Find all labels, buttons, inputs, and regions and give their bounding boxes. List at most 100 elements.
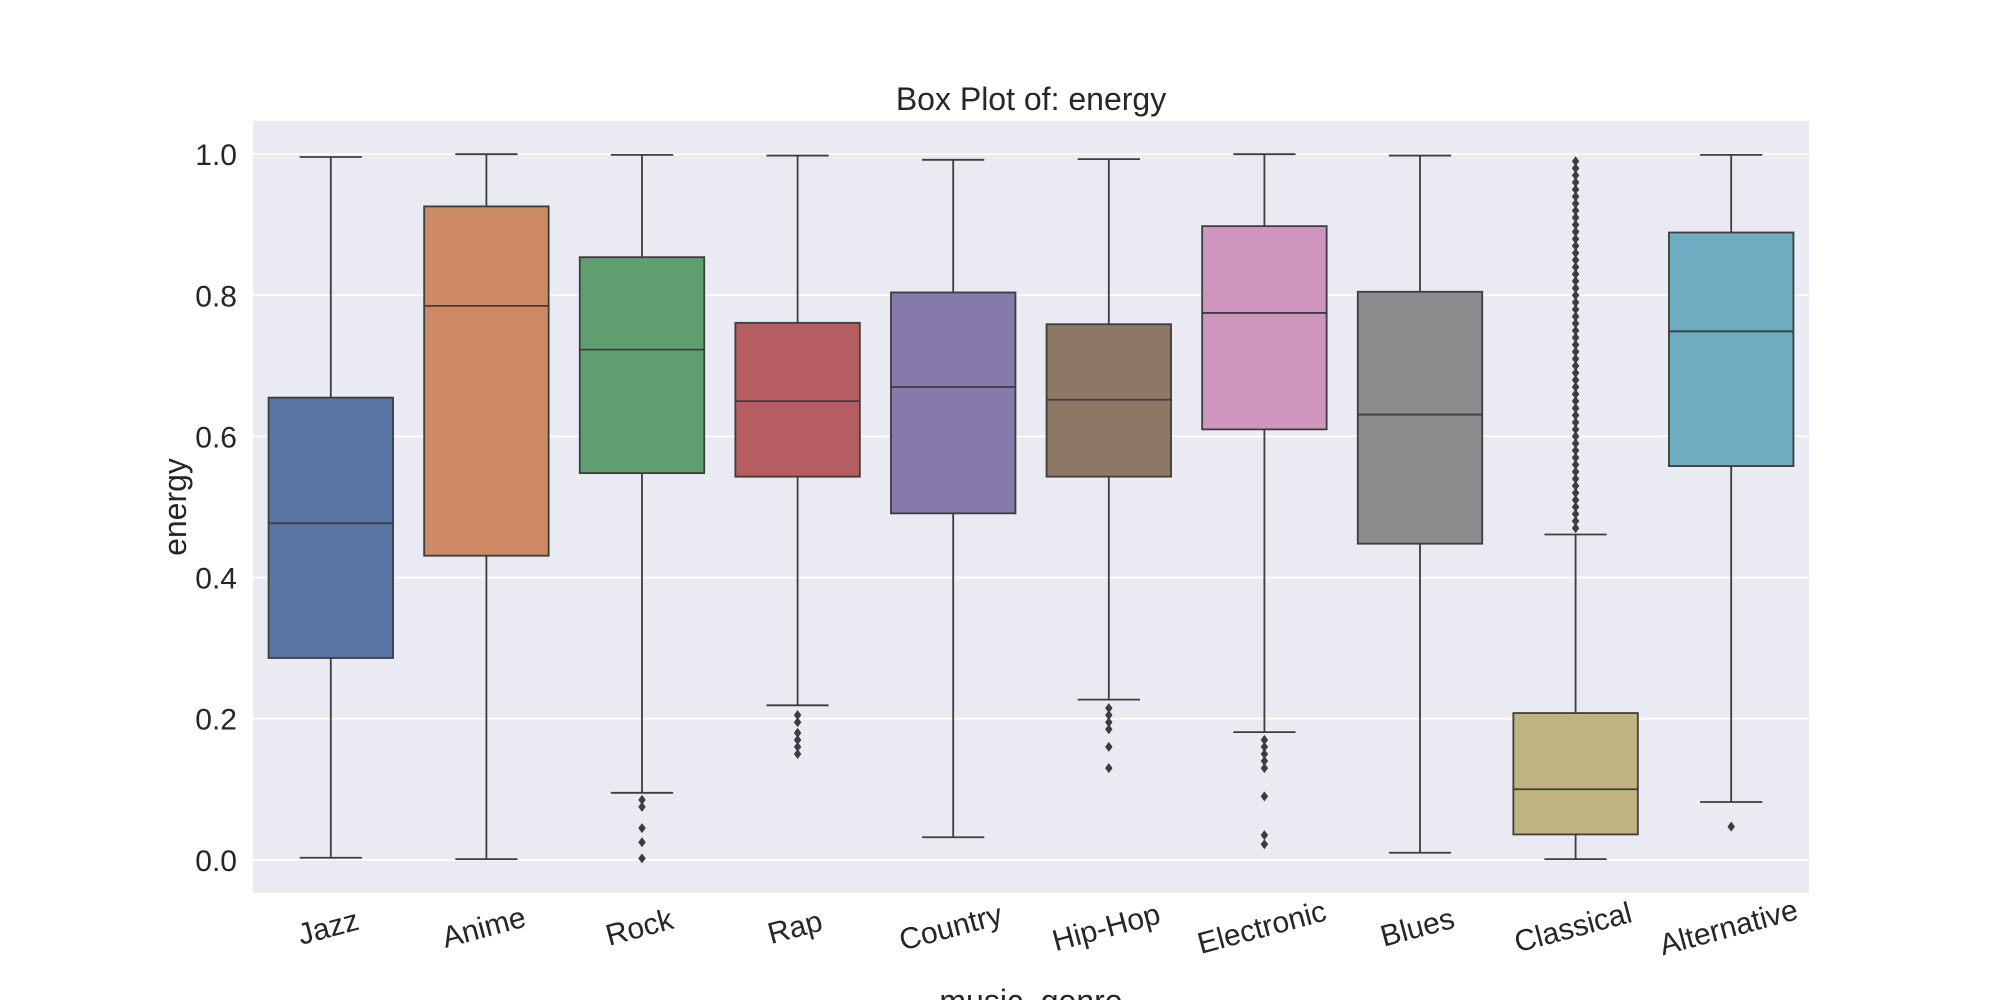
y-tick-label: 0.4	[195, 563, 237, 596]
y-tick-label: 0.2	[195, 704, 237, 737]
x-tick-label: Rap	[764, 905, 826, 951]
box-iqr	[578, 256, 706, 475]
outlier-point	[1571, 445, 1580, 456]
outlier-point	[793, 710, 802, 721]
outlier-point	[1571, 360, 1580, 371]
x-tick-label: Alternative	[1656, 894, 1801, 963]
x-tick-labels: Jazz Anime Rock Rap Country Hip-Hop Electronic…	[294, 894, 1801, 963]
box-iqr	[1356, 290, 1484, 545]
outlier-point	[1571, 494, 1580, 505]
outlier-point	[1260, 791, 1269, 802]
y-tick-label: 0.6	[195, 421, 237, 454]
box-group-classical	[1512, 156, 1639, 861]
x-axis-label: music_genre	[939, 983, 1122, 1000]
outlier-point	[1571, 233, 1580, 244]
x-tick-label: Electronic	[1194, 895, 1330, 961]
x-tick-label: Country	[896, 898, 1006, 957]
outlier-point	[1571, 156, 1580, 167]
outlier-point	[638, 853, 646, 864]
outlier-point	[793, 734, 802, 745]
outlier-point	[1571, 466, 1580, 477]
outlier-point	[1571, 339, 1580, 350]
outlier-point	[1571, 473, 1580, 484]
box-iqr	[890, 291, 1017, 515]
outlier-point	[1571, 459, 1580, 470]
x-tick-label: Classical	[1511, 896, 1635, 959]
y-tick-label: 0.0	[195, 845, 237, 878]
outlier-point	[1571, 177, 1580, 188]
outlier-point	[1571, 438, 1580, 449]
x-tick-label: Anime	[439, 901, 530, 955]
box-iqr	[423, 205, 550, 557]
outlier-point	[1105, 741, 1113, 752]
box-group-rock	[578, 153, 706, 864]
outlier-point	[793, 741, 802, 752]
outlier-point	[1571, 403, 1580, 414]
boxes	[267, 153, 1795, 864]
outlier-point	[1571, 191, 1580, 202]
outlier-point	[1571, 367, 1580, 378]
outlier-point	[1571, 219, 1580, 230]
chart-title: Box Plot of: energy	[896, 81, 1166, 117]
outlier-point	[1571, 523, 1580, 534]
outlier-point	[638, 801, 646, 812]
x-tick-label: Blues	[1377, 902, 1458, 953]
x-tick-label: Hip-Hop	[1049, 898, 1164, 958]
box-group-electronic	[1201, 153, 1328, 850]
box-iqr	[1512, 712, 1639, 836]
outlier-point	[638, 823, 646, 834]
outlier-point	[1571, 452, 1580, 463]
outlier-point	[1571, 325, 1580, 336]
outlier-point	[1260, 763, 1269, 774]
outlier-point	[1260, 734, 1269, 745]
outlier-point	[793, 717, 802, 728]
outlier-point	[1571, 382, 1580, 393]
outlier-point	[1571, 424, 1580, 435]
outlier-point	[1571, 417, 1580, 428]
box-iqr	[1201, 225, 1328, 431]
outlier-point	[1571, 170, 1580, 181]
outlier-point	[1571, 240, 1580, 251]
outlier-point	[638, 837, 646, 848]
y-tick-label: 0.8	[195, 280, 237, 313]
outlier-point	[1571, 205, 1580, 216]
outlier-point	[1571, 262, 1580, 273]
box-group-rap	[734, 154, 861, 759]
outlier-point	[1571, 516, 1580, 527]
outlier-point	[1571, 297, 1580, 308]
outlier-point	[1571, 304, 1580, 315]
outlier-point	[1571, 318, 1580, 329]
outlier-point	[1571, 509, 1580, 520]
y-tick-labels: 0.0 0.2 0.4 0.6 0.8 1.0	[195, 139, 237, 878]
box-group-hip-hop	[1045, 158, 1172, 774]
outlier-point	[1105, 724, 1113, 735]
box-group-country	[890, 158, 1017, 839]
outlier-point	[1571, 212, 1580, 223]
outlier-point	[1571, 480, 1580, 491]
outlier-point	[1260, 756, 1269, 767]
outlier-point	[1571, 431, 1580, 442]
outlier-point	[1105, 703, 1113, 714]
outlier-point	[1260, 839, 1269, 850]
outlier-point	[1260, 741, 1269, 752]
box-group-blues	[1356, 154, 1484, 854]
outlier-point	[1105, 763, 1113, 774]
outlier-point	[1571, 389, 1580, 400]
box-iqr	[267, 396, 394, 659]
outlier-point	[1571, 163, 1580, 174]
box-group-anime	[423, 153, 550, 861]
x-tick-label: Rock	[602, 903, 678, 953]
outlier-point	[1571, 198, 1580, 209]
outlier-point	[1571, 346, 1580, 357]
box-group-alternative	[1668, 153, 1795, 832]
outlier-point	[1260, 748, 1269, 759]
outlier-point	[1571, 276, 1580, 287]
outlier-point	[1571, 502, 1580, 512]
outlier-point	[638, 794, 646, 805]
outlier-point	[1571, 396, 1580, 407]
outlier-point	[1260, 830, 1269, 841]
outlier-point	[793, 748, 802, 759]
outlier-point	[1105, 717, 1113, 728]
box-iqr	[734, 321, 861, 478]
